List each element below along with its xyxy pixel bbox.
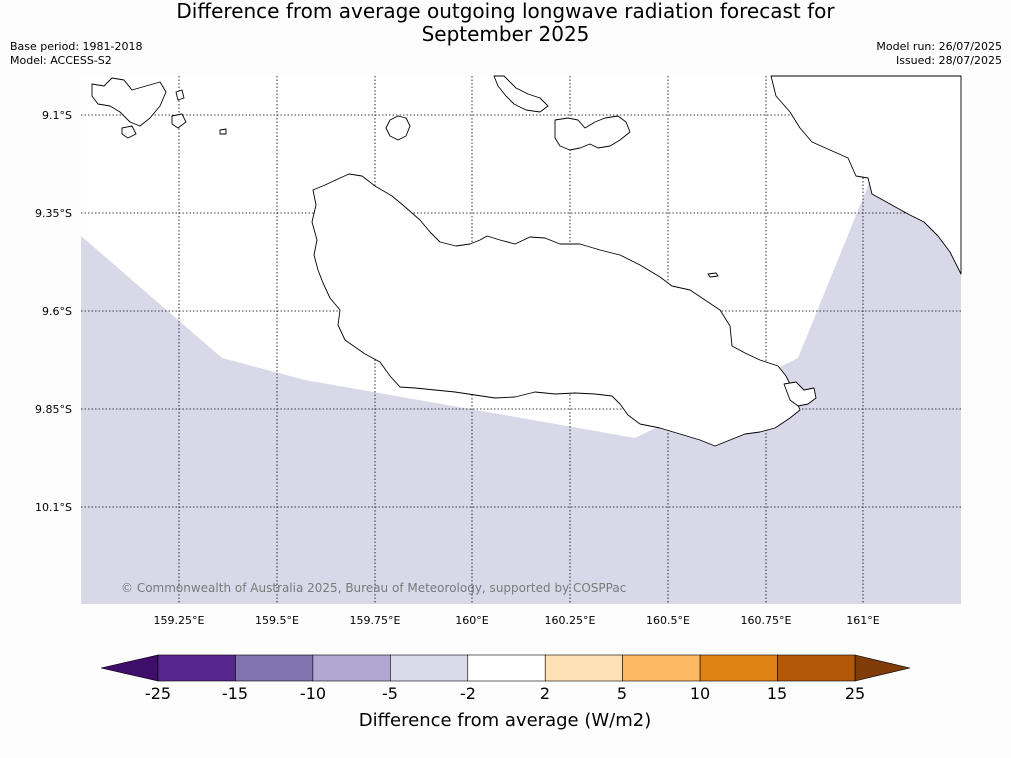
model-run: Model run: 26/07/2025 xyxy=(876,40,1002,53)
lon-label: 160.5°E xyxy=(646,614,690,627)
lon-label: 159.75°E xyxy=(350,614,401,627)
savo-coast xyxy=(554,115,631,151)
model-name: Model: ACCESS-S2 xyxy=(10,54,112,67)
island-north-coast xyxy=(493,75,549,113)
colorbar-bin xyxy=(235,654,314,682)
title-line-2: September 2025 xyxy=(421,22,590,46)
colorbar-title: Difference from average (W/m2) xyxy=(359,710,651,731)
anomaly-shading xyxy=(81,76,961,604)
colorbar-bin xyxy=(467,654,546,682)
lon-label: 159.5°E xyxy=(255,614,299,627)
colorbar-bin xyxy=(699,654,778,682)
colorbar-bin xyxy=(622,654,701,682)
colorbar-bin xyxy=(312,654,391,682)
malaita-coast xyxy=(770,75,962,275)
colorbar-tick-label: -5 xyxy=(382,684,398,703)
russell-islet2-coast xyxy=(121,125,137,139)
title-line-1: Difference from average outgoing longwav… xyxy=(176,0,835,23)
lat-label: 9.1°S xyxy=(42,109,72,122)
colorbar-tick-label: 25 xyxy=(845,684,865,703)
lat-labels: 9.1°S 9.35°S 9.6°S 9.85°S 10.1°S xyxy=(35,109,72,514)
colorbar-bin xyxy=(390,654,469,682)
colorbar-bin xyxy=(157,654,236,682)
russell-coast xyxy=(91,77,167,127)
meta-right: Model run: 26/07/2025 Issued: 28/07/2025 xyxy=(876,40,1002,68)
lat-label: 10.1°S xyxy=(35,501,72,514)
map-panel: © Commonwealth of Australia 2025, Bureau… xyxy=(81,75,962,604)
copyright-text: © Commonwealth of Australia 2025, Bureau… xyxy=(121,581,626,595)
colorbar: -25 -15 -10 -5 -2 2 5 10 15 25 Differenc… xyxy=(100,654,911,731)
russell-islet-coast xyxy=(171,113,187,129)
colorbar-max-extension xyxy=(854,654,911,682)
russell-islet3-coast xyxy=(219,128,227,135)
colorbar-tick-label: -25 xyxy=(145,684,171,703)
colorbar-tick-label: 15 xyxy=(767,684,787,703)
colorbar-tick-label: 10 xyxy=(690,684,710,703)
colorbar-tick-label: 2 xyxy=(540,684,550,703)
chart-title: Difference from average outgoing longwav… xyxy=(0,0,1011,46)
nggela-coast xyxy=(385,115,411,141)
issued-date: Issued: 28/07/2025 xyxy=(895,54,1002,67)
lon-labels: 159.25°E 159.5°E 159.75°E 160°E 160.25°E… xyxy=(154,614,880,627)
meta-left: Base period: 1981-2018 Model: ACCESS-S2 xyxy=(10,40,142,68)
lon-label: 159.25°E xyxy=(154,614,205,627)
lon-label: 160.75°E xyxy=(741,614,792,627)
colorbar-tick-label: 5 xyxy=(617,684,627,703)
russell-islet4-coast xyxy=(175,89,185,101)
colorbar-tick-label: -10 xyxy=(300,684,326,703)
lon-label: 160.25°E xyxy=(545,614,596,627)
islet-coast xyxy=(707,272,719,278)
colorbar-bin xyxy=(544,654,623,682)
tip-coast xyxy=(783,381,817,407)
guadalcanal-coast xyxy=(311,173,801,447)
coastlines xyxy=(91,75,962,447)
colorbar-tick-labels: -25 -15 -10 -5 -2 2 5 10 15 25 xyxy=(145,684,865,703)
base-period: Base period: 1981-2018 xyxy=(10,40,143,53)
lat-label: 9.6°S xyxy=(42,305,72,318)
lat-label: 9.35°S xyxy=(35,207,72,220)
colorbar-min-extension xyxy=(100,654,159,682)
colorbar-tick-label: -2 xyxy=(460,684,476,703)
colorbar-bins xyxy=(157,654,856,682)
colorbar-tick-label: -15 xyxy=(222,684,248,703)
lat-label: 9.85°S xyxy=(35,403,72,416)
colorbar-bin xyxy=(777,654,856,682)
lon-label: 161°E xyxy=(846,614,879,627)
lon-label: 160°E xyxy=(455,614,488,627)
